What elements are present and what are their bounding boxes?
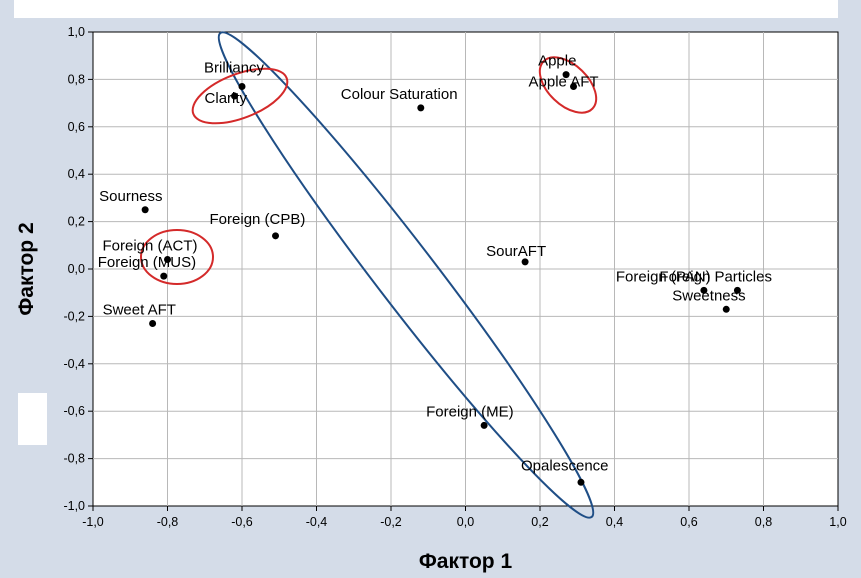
point-label-clarity: Clarity: [205, 90, 248, 107]
point-label-colour-saturation: Colour Saturation: [341, 86, 458, 103]
point-label-sourness: Sourness: [99, 188, 162, 205]
x-tick-label: 0,6: [680, 515, 697, 529]
data-point-apple-aft: [570, 83, 578, 91]
data-point-sweetness: [722, 305, 730, 313]
red-ellipse-brilliancy: [191, 67, 289, 125]
point-label-sweetness: Sweetness: [672, 287, 745, 304]
y-axis-title: Фактор 2: [15, 222, 38, 315]
data-point-sweet-aft: [149, 320, 157, 328]
y-tick-label: 0,2: [68, 215, 85, 229]
point-label-opalescence: Opalescence: [521, 457, 609, 474]
point-label-brilliancy: Brilliancy: [204, 60, 265, 77]
point-label-foreign-me: Foreign (ME): [426, 403, 514, 420]
point-label-apple-aft: Apple AFT: [529, 74, 599, 91]
y-tick-label: 0,0: [68, 262, 85, 276]
point-label-apple: Apple: [538, 53, 576, 70]
data-point-foreign-cpb: [272, 232, 280, 240]
y-tick-label: -0,4: [63, 357, 85, 371]
point-label-souraft: SourAFT: [486, 243, 546, 260]
x-tick-label: 0,4: [606, 515, 623, 529]
left-white-panel: [18, 393, 47, 445]
point-label-foreign-cpb: Foreign (CPB): [210, 211, 306, 228]
x-tick-label: -1,0: [82, 515, 104, 529]
y-tick-label: 0,6: [68, 120, 85, 134]
x-axis-title: Фактор 1: [419, 550, 513, 573]
y-tick-label: -0,6: [63, 404, 85, 418]
data-point-foreign-mus: [160, 272, 168, 280]
x-tick-label: -0,2: [380, 515, 402, 529]
red-ellipse-foreign: [140, 229, 214, 285]
data-point-opalescence: [577, 478, 585, 486]
data-point-foreign-pan: [700, 286, 708, 294]
point-label-sweet-aft: Sweet AFT: [103, 302, 176, 319]
x-tick-label: -0,8: [157, 515, 179, 529]
data-point-sourness: [141, 206, 149, 214]
top-white-panel: [14, 0, 838, 18]
x-tick-label: 0,8: [755, 515, 772, 529]
point-label-foreign-pan: Foreign (PAN): [616, 268, 711, 285]
data-point-apple: [562, 71, 570, 79]
y-tick-label: -0,8: [63, 452, 85, 466]
data-point-clarity: [231, 92, 239, 100]
y-axis-ticks: 1,0 0,8 0,6 0,4 0,2 0,0 -0,2 -0,4 -0,6 -0,8 -1,0: [63, 25, 93, 513]
x-tick-label: -0,4: [306, 515, 328, 529]
x-tick-label: -0,6: [231, 515, 253, 529]
point-labels: Brilliancy Clarity Colour Saturation Apple A…: [98, 53, 772, 475]
data-point-colour-saturation: [417, 104, 425, 112]
data-points: [141, 71, 741, 486]
red-ellipse-apple: [538, 56, 598, 114]
y-tick-label: 1,0: [68, 25, 85, 39]
blue-ellipse: [217, 31, 595, 519]
y-tick-label: 0,4: [68, 167, 85, 181]
point-label-foreign-particles: Foreign Particles: [659, 268, 772, 285]
grid-lines: [93, 32, 838, 506]
point-label-foreign-mus: Foreign (MUS): [98, 254, 196, 271]
highlight-ellipses: [140, 31, 598, 519]
x-tick-label: 0,2: [531, 515, 548, 529]
x-tick-label: 1,0: [829, 515, 846, 529]
y-tick-label: -1,0: [63, 499, 85, 513]
data-point-brilliancy: [238, 83, 246, 91]
point-label-foreign-act: Foreign (ACT): [103, 238, 198, 255]
data-point-foreign-me: [480, 421, 488, 429]
data-point-foreign-act: [164, 256, 171, 264]
x-tick-label: 0,0: [457, 515, 474, 529]
x-axis-ticks: -1,0 -0,8 -0,6 -0,4 -0,2 0,0 0,2 0,4 0,6 0,8 1,0: [82, 506, 847, 529]
data-point-souraft: [521, 258, 529, 266]
data-point-foreign-particles: [733, 286, 741, 294]
y-tick-label: -0,2: [63, 309, 85, 323]
y-tick-label: 0,8: [68, 72, 85, 86]
